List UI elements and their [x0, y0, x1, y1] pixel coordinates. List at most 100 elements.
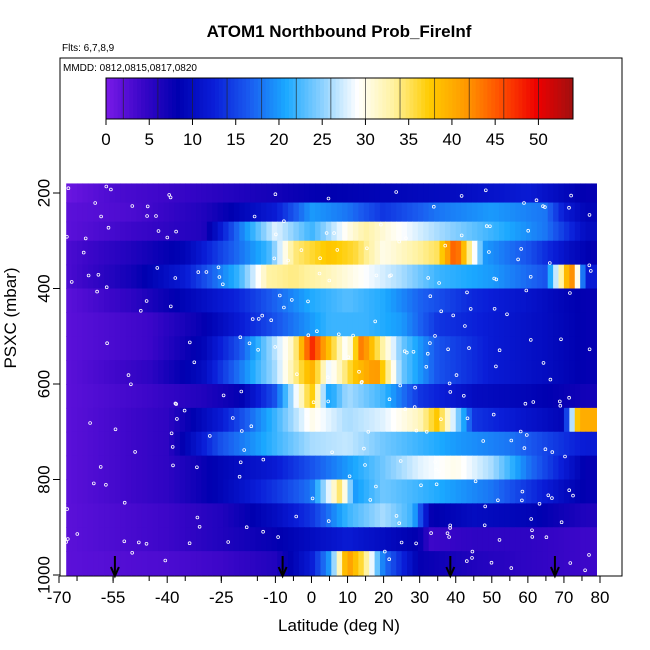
heatmap-cell: [428, 360, 435, 385]
observation-dot: [397, 521, 402, 525]
heatmap-cell: [98, 288, 105, 313]
heatmap-cell: [347, 202, 354, 223]
heatmap-cell: [185, 407, 192, 433]
heatmap-cell: [439, 221, 446, 242]
heatmap-cell: [336, 288, 343, 313]
heatmap-cell: [212, 360, 219, 385]
heatmap-cell: [82, 551, 89, 576]
heatmap-cell: [255, 240, 262, 266]
observation-dot: [398, 459, 403, 463]
heatmap-cell: [223, 360, 230, 385]
observation-dot: [327, 278, 332, 283]
observation-dot: [559, 337, 563, 342]
heatmap-cell: [163, 551, 170, 576]
heatmap-cell: [477, 336, 484, 361]
heatmap-cell: [158, 503, 165, 528]
heatmap-cell: [87, 336, 94, 361]
heatmap-cell: [250, 221, 257, 242]
heatmap-cell: [558, 407, 565, 433]
heatmap-cell: [217, 202, 224, 223]
heatmap-cell: [580, 384, 587, 409]
heatmap-cell: [455, 288, 462, 313]
heatmap-cell: [439, 384, 446, 409]
heatmap-cell: [120, 312, 127, 337]
heatmap-cell: [152, 527, 159, 552]
heatmap-cell: [244, 202, 251, 223]
heatmap-cell: [542, 503, 549, 528]
heatmap-row: [66, 183, 597, 204]
heatmap-cell: [141, 431, 148, 457]
heatmap-cell: [450, 221, 457, 242]
observation-dot: [448, 526, 452, 530]
heatmap-cell: [212, 312, 219, 337]
heatmap-cell: [504, 503, 511, 528]
x-tick-label: -40: [155, 588, 180, 607]
heatmap-cell: [82, 407, 89, 433]
heatmap-cell: [77, 202, 84, 223]
heatmap-cell: [271, 407, 278, 433]
heatmap-cell: [98, 336, 105, 361]
heatmap-cell: [120, 360, 127, 385]
observation-dot: [139, 308, 143, 313]
heatmap-cell: [255, 503, 262, 528]
heatmap-cell: [569, 407, 576, 433]
heatmap-cell: [574, 264, 581, 290]
heatmap-cell: [536, 479, 543, 504]
heatmap-cell: [212, 455, 219, 481]
heatmap-cell: [131, 183, 138, 204]
colorbar-segment: [277, 78, 282, 119]
heatmap-cell: [531, 527, 538, 552]
heatmap-cell: [104, 455, 111, 481]
observation-dot: [273, 345, 278, 349]
heatmap-cell: [390, 551, 397, 576]
heatmap-cell: [461, 551, 468, 576]
heatmap-cell: [569, 455, 576, 481]
heatmap-cell: [141, 312, 148, 337]
heatmap-cell: [542, 288, 549, 313]
heatmap-cell: [461, 183, 468, 204]
heatmap-cell: [174, 288, 181, 313]
heatmap-cell: [93, 407, 100, 433]
heatmap-cell: [260, 202, 267, 223]
heatmap-cell: [325, 240, 332, 266]
heatmap-cell: [401, 503, 408, 528]
heatmap-cell: [536, 360, 543, 385]
heatmap-cell: [520, 407, 527, 433]
heatmap-row: [66, 431, 597, 457]
heatmap-cell: [82, 503, 89, 528]
observation-dot: [459, 194, 464, 198]
heatmap-cell: [77, 384, 84, 409]
colorbar-segment: [417, 78, 422, 119]
heatmap-cell: [169, 551, 176, 576]
heatmap-cell: [466, 407, 473, 433]
heatmap-cell: [385, 527, 392, 552]
heatmap-cell: [87, 240, 94, 266]
heatmap-cell: [558, 221, 565, 242]
heatmap-cell: [477, 384, 484, 409]
colorbar-tick-label: 50: [529, 130, 548, 149]
heatmap-cell: [309, 312, 316, 337]
heatmap-cell: [450, 264, 457, 290]
colorbar-segment: [522, 78, 527, 119]
heatmap-cell: [379, 288, 386, 313]
heatmap-cell: [499, 240, 506, 266]
heatmap-cell: [342, 551, 349, 576]
heatmap-cell: [482, 360, 489, 385]
heatmap-cell: [352, 183, 359, 204]
heatmap-cell: [499, 336, 506, 361]
heatmap-cell: [152, 360, 159, 385]
heatmap-cell: [331, 183, 338, 204]
heatmap-cell: [185, 431, 192, 457]
heatmap-cell: [542, 455, 549, 481]
colorbar-segment: [479, 78, 484, 119]
heatmap-cell: [407, 183, 414, 204]
colorbar-segment: [230, 78, 235, 119]
heatmap-cell: [417, 384, 424, 409]
heatmap-cell: [358, 202, 365, 223]
colorbar-segment: [292, 78, 298, 119]
heatmap-cell: [158, 407, 165, 433]
heatmap-cell: [520, 527, 527, 552]
heatmap-cell: [152, 407, 159, 433]
heatmap-cell: [136, 312, 143, 337]
observation-dot: [239, 389, 244, 394]
